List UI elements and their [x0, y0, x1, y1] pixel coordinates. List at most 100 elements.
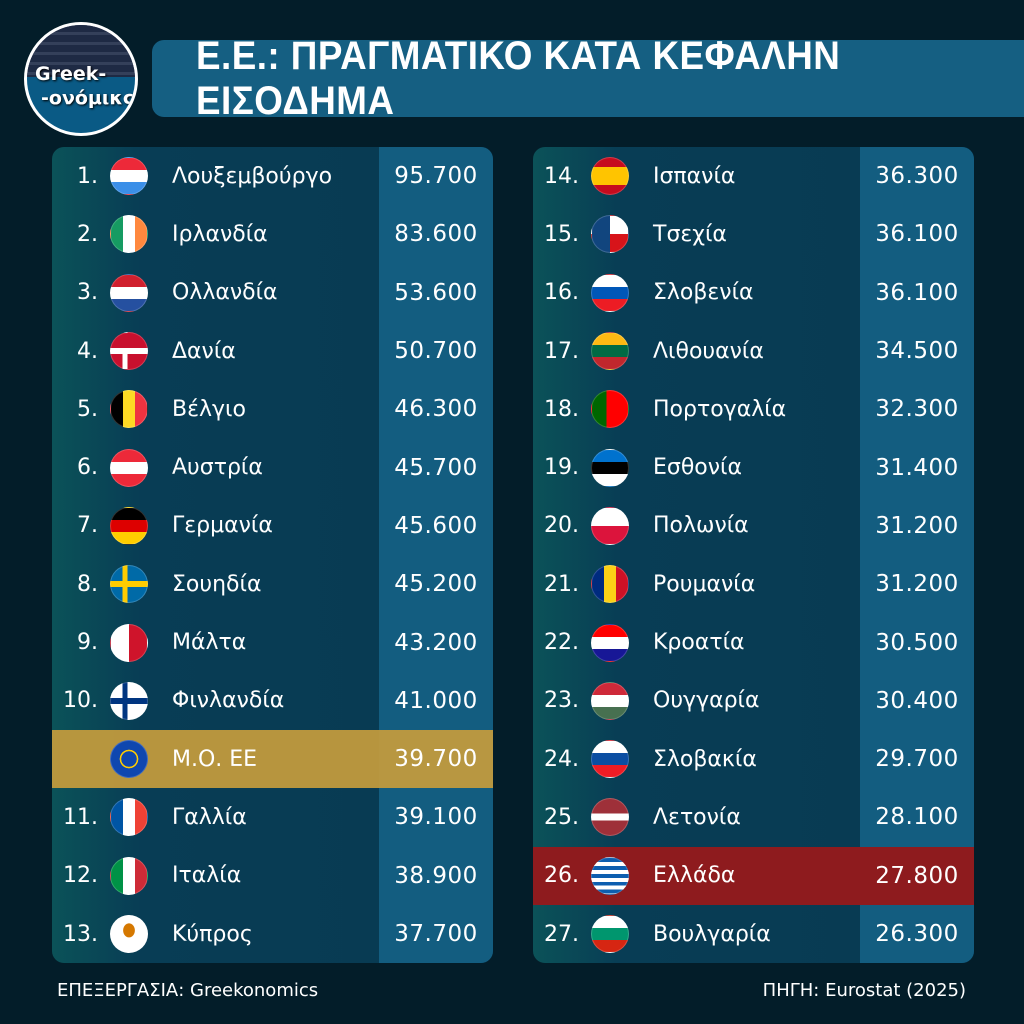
country-name: Βουλγαρία [653, 921, 771, 947]
table-row: 13. Κύπρος 37.700 [52, 905, 493, 963]
country-name: Πορτογαλία [653, 396, 787, 422]
country-name: Ισπανία [653, 163, 736, 189]
table-row: 18. Πορτογαλία 32.300 [533, 380, 974, 438]
income-value: 30.500 [875, 629, 959, 656]
income-value: 34.500 [875, 338, 959, 365]
table-row: 21. Ρουμανία 31.200 [533, 555, 974, 613]
income-value: 53.600 [394, 279, 478, 306]
flag-hr-icon [591, 623, 629, 662]
flag-at-icon [110, 448, 148, 487]
income-value: 50.700 [394, 338, 478, 365]
rank: 15. [544, 221, 579, 247]
rank: 19. [544, 455, 579, 481]
rank: 3. [77, 280, 98, 306]
flag-it-icon [110, 856, 148, 895]
country-name: Τσεχία [653, 221, 727, 247]
income-value: 41.000 [394, 687, 478, 714]
rank: 9. [77, 630, 98, 656]
flag-es-icon [591, 157, 629, 196]
income-value: 26.300 [875, 921, 959, 948]
rank: 22. [544, 630, 579, 656]
rank: 26. [544, 863, 579, 889]
income-value: 32.300 [875, 396, 959, 423]
income-value: 83.600 [394, 221, 478, 248]
income-value: 45.600 [394, 512, 478, 539]
income-value: 38.900 [394, 862, 478, 889]
flag-lv-icon [591, 798, 629, 837]
rank: 21. [544, 571, 579, 597]
country-name: Βέλγιο [172, 396, 246, 422]
rank: 10. [63, 688, 98, 714]
flag-fi-icon [110, 681, 148, 720]
country-name: Ιρλανδία [172, 221, 268, 247]
country-name: Μάλτα [172, 630, 247, 656]
country-name: Σλοβενία [653, 280, 754, 306]
flag-pl-icon [591, 506, 629, 545]
country-name: Εσθονία [653, 455, 742, 481]
country-name: Κύπρος [172, 921, 253, 947]
income-value: 95.700 [394, 163, 478, 190]
table-row: 23. Ουγγαρία 30.400 [533, 672, 974, 730]
country-name: Μ.Ο. ΕΕ [172, 746, 258, 772]
logo-line-2: -ονόμικς [41, 87, 135, 109]
rank: 7. [77, 513, 98, 539]
flag-cy-icon [110, 915, 148, 954]
table-row: 25. Λετονία 28.100 [533, 788, 974, 846]
flag-ee-icon [591, 448, 629, 487]
logo-line-1: Greek- [35, 63, 107, 85]
table-row: 9. Μάλτα 43.200 [52, 613, 493, 671]
country-name: Γερμανία [172, 513, 273, 539]
flag-mt-icon [110, 623, 148, 662]
table-row: 5. Βέλγιο 46.300 [52, 380, 493, 438]
flag-ro-icon [591, 565, 629, 604]
table-row: 19. Εσθονία 31.400 [533, 439, 974, 497]
footer-source: ΠΗΓΗ: Eurostat (2025) [762, 980, 966, 1001]
country-name: Αυστρία [172, 455, 263, 481]
income-value: 45.700 [394, 454, 478, 481]
table-row: 6. Αυστρία 45.700 [52, 439, 493, 497]
rank: 5. [77, 396, 98, 422]
rank: 6. [77, 455, 98, 481]
country-name: Σουηδία [172, 571, 262, 597]
table-row: 8. Σουηδία 45.200 [52, 555, 493, 613]
rank: 12. [63, 863, 98, 889]
table-row: 27. Βουλγαρία 26.300 [533, 905, 974, 963]
income-value: 45.200 [394, 571, 478, 598]
income-value: 29.700 [875, 746, 959, 773]
income-value: 36.100 [875, 279, 959, 306]
flag-se-icon [110, 565, 148, 604]
flag-ie-icon [110, 215, 148, 254]
table-row: 12. Ιταλία 38.900 [52, 847, 493, 905]
rank: 16. [544, 280, 579, 306]
greekonomics-logo: Greek- -ονόμικς [24, 22, 138, 136]
country-name: Ελλάδα [653, 863, 736, 889]
income-value: 36.300 [875, 163, 959, 190]
rank: 25. [544, 804, 579, 830]
table-row: 1. Λουξεμβούργο 95.700 [52, 147, 493, 205]
rank: 4. [77, 338, 98, 364]
country-name: Κροατία [653, 630, 745, 656]
country-name: Λετονία [653, 804, 741, 830]
income-value: 31.200 [875, 571, 959, 598]
rank: 23. [544, 688, 579, 714]
table-row: 16. Σλοβενία 36.100 [533, 264, 974, 322]
flag-cz-icon [591, 215, 629, 254]
income-value: 27.800 [875, 862, 959, 889]
ranking-panel-left: 1. Λουξεμβούργο 95.700 2. Ιρλανδία 83.600… [52, 147, 493, 963]
flag-pt-icon [591, 390, 629, 429]
table-row: 10. Φινλανδία 41.000 [52, 672, 493, 730]
country-name: Γαλλία [172, 804, 247, 830]
flag-eu-icon [110, 740, 148, 779]
country-name: Ολλανδία [172, 280, 278, 306]
country-name: Ιταλία [172, 863, 242, 889]
flag-bg-icon [591, 915, 629, 954]
rank: 1. [77, 163, 98, 189]
table-row: 11. Γαλλία 39.100 [52, 788, 493, 846]
flag-si-icon [591, 273, 629, 312]
footer-credit: ΕΠΕΞΕΡΓΑΣΙΑ: Greekonomics [57, 980, 319, 1001]
rank: 18. [544, 396, 579, 422]
table-row: 15. Τσεχία 36.100 [533, 205, 974, 263]
rank: 11. [63, 804, 98, 830]
country-name: Σλοβακία [653, 746, 757, 772]
country-name: Λουξεμβούργο [172, 163, 333, 189]
